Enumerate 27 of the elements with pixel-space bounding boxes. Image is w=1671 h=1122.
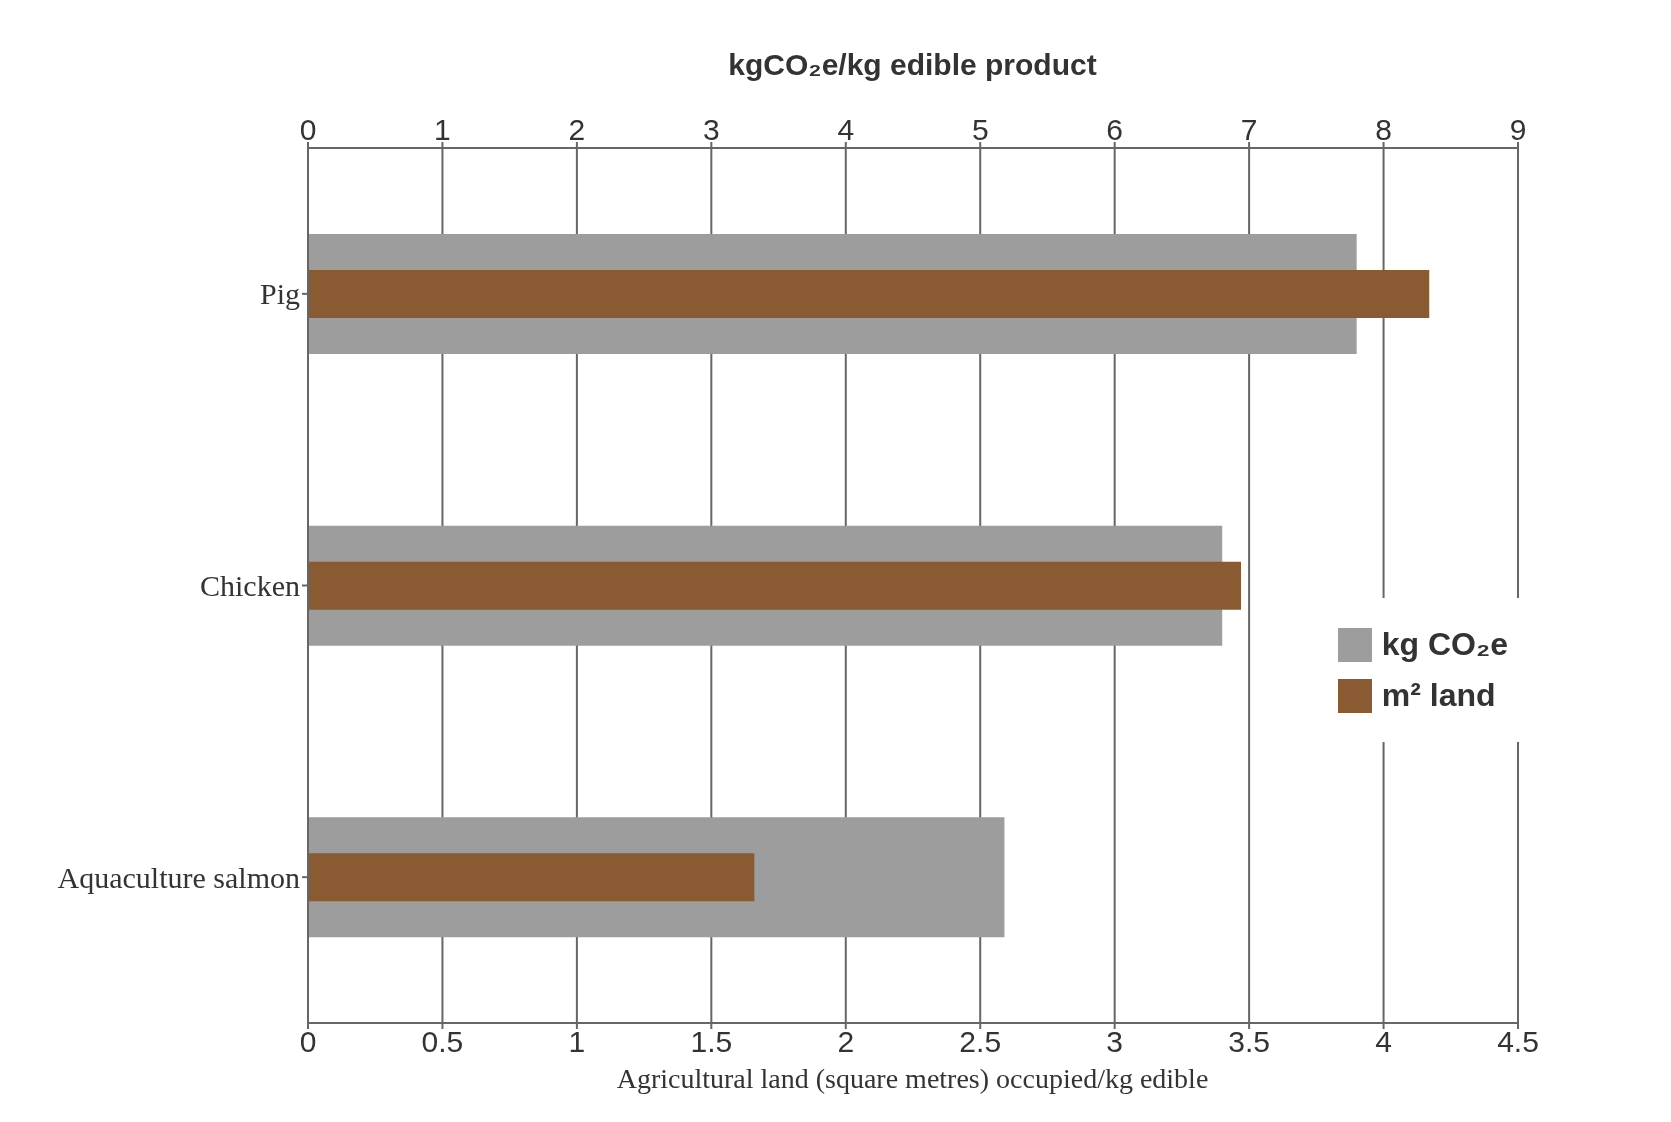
x2-tick-label: 5 — [971, 113, 989, 146]
x2-tick-label: 7 — [1240, 113, 1258, 146]
x2-tick-label: 4 — [837, 113, 855, 146]
x2-tick-label: 6 — [1106, 113, 1124, 146]
x2-tick-label: 0 — [299, 113, 317, 146]
y-tick-label: Aquaculture salmon — [57, 860, 300, 894]
x-tick-label: 4.5 — [1497, 1025, 1539, 1059]
y-tick-label: Chicken — [200, 569, 300, 603]
x2-tick-label: 1 — [434, 113, 451, 146]
x-tick-label: 2 — [837, 1025, 855, 1059]
x-tick-label: 4 — [1375, 1025, 1392, 1059]
x-tick-label: 1.5 — [690, 1025, 733, 1059]
legend-label: m² land — [1381, 677, 1496, 714]
y-tick-label: Pig — [259, 277, 300, 311]
x-axis-title: Agricultural land (square metres) occupied/kg edible — [615, 1063, 1210, 1095]
x2-axis-title: kgCO₂e/kg edible product — [727, 48, 1098, 82]
legend-label: kg CO₂e — [1381, 626, 1508, 663]
x-tick-label: 2.5 — [959, 1025, 1002, 1059]
x-tick-label: 0.5 — [421, 1025, 464, 1059]
x-tick-label: 1 — [568, 1025, 586, 1059]
x2-tick-label: 2 — [568, 113, 586, 146]
x2-tick-label: 9 — [1509, 113, 1527, 146]
x-tick-label: 3.5 — [1228, 1025, 1270, 1059]
x-tick-label: 0 — [299, 1025, 317, 1059]
x-tick-label: 3 — [1106, 1025, 1124, 1059]
x2-tick-label: 3 — [702, 113, 720, 146]
x2-tick-label: 8 — [1375, 113, 1392, 146]
